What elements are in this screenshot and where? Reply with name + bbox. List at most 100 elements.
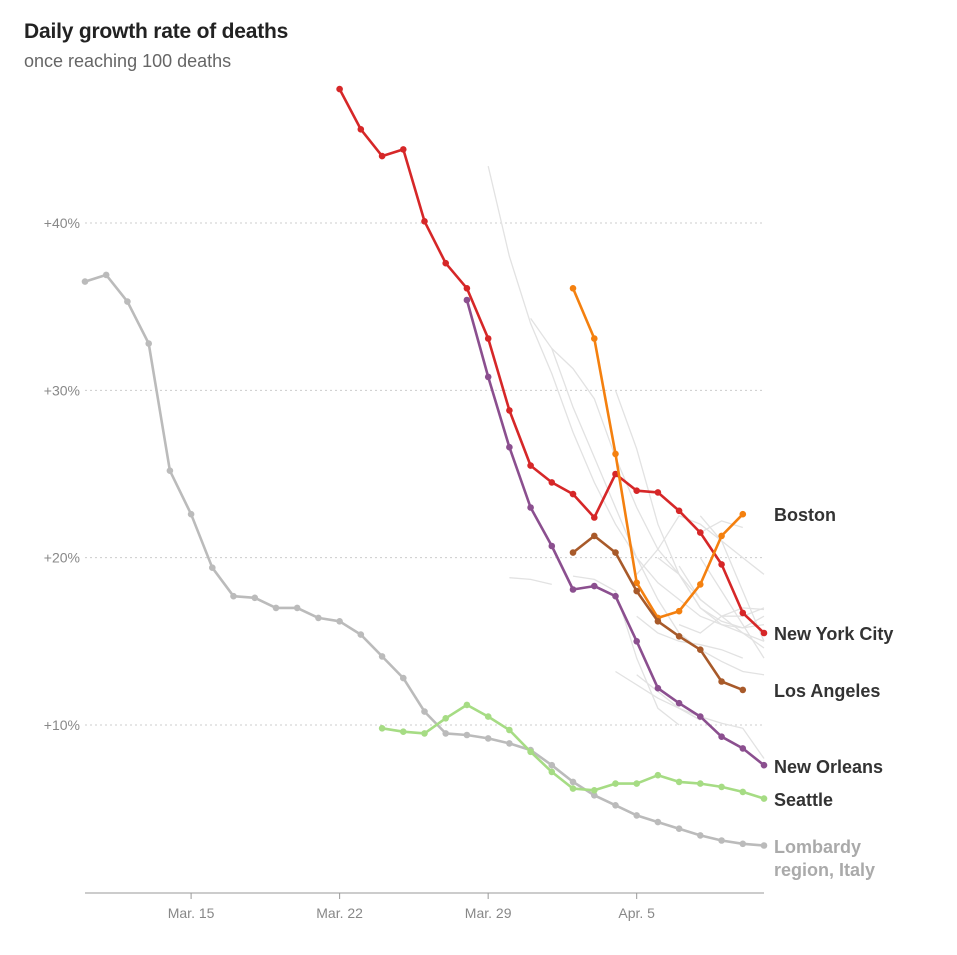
data-point: [251, 594, 259, 602]
data-point: [506, 726, 513, 734]
data-point: [442, 730, 450, 737]
series-line: [84, 273, 765, 847]
series-label: New York City: [774, 624, 893, 644]
data-point: [718, 678, 725, 685]
series-label-line: region, Italy: [774, 860, 875, 880]
data-point: [697, 581, 704, 588]
series-label-line: New York City: [774, 624, 893, 644]
data-point: [400, 146, 407, 153]
data-point: [739, 686, 747, 694]
background-series-line: [509, 577, 552, 586]
data-point: [718, 783, 725, 791]
series-line: [571, 287, 744, 620]
y-tick-label: +30%: [44, 382, 80, 398]
data-point: [187, 510, 195, 518]
data-point: [378, 653, 386, 660]
data-point: [315, 614, 322, 622]
series-label: Lombardy region, Italy: [774, 837, 875, 880]
background-series-line: [615, 670, 765, 759]
data-point: [463, 296, 471, 304]
data-point: [421, 218, 428, 225]
data-point: [739, 745, 747, 752]
data-point: [675, 633, 683, 640]
x-tick-label: Mar. 22: [316, 905, 363, 921]
data-point: [484, 735, 492, 742]
background-series-line: [699, 520, 743, 534]
data-point: [548, 768, 556, 776]
series-line: [465, 299, 765, 767]
data-point: [463, 285, 471, 292]
series-seattle: [378, 701, 768, 802]
data-point: [718, 733, 725, 740]
series-line: [338, 88, 765, 634]
data-point: [81, 278, 89, 285]
background-lines: [487, 165, 765, 759]
series-label-line: Los Angeles: [774, 681, 880, 701]
data-point: [357, 126, 365, 133]
x-tick-label: Mar. 15: [168, 905, 215, 921]
data-point: [739, 840, 747, 848]
data-point: [378, 152, 386, 160]
background-series-line: [636, 674, 701, 721]
data-point: [760, 629, 768, 637]
chart-title: Daily growth rate of deaths: [24, 20, 289, 43]
background-series-line: [530, 318, 765, 649]
data-point: [633, 638, 640, 645]
data-point: [400, 674, 407, 682]
data-point: [633, 587, 640, 595]
series-label: New Orleans: [774, 757, 883, 777]
data-point: [145, 340, 152, 347]
series-label-line: Lombardy: [774, 837, 861, 857]
data-point: [739, 510, 747, 518]
data-point: [463, 731, 471, 739]
data-point: [654, 818, 662, 826]
data-point: [612, 470, 619, 478]
data-point: [569, 285, 577, 292]
data-point: [484, 335, 492, 342]
data-point: [612, 450, 619, 458]
data-point: [675, 699, 683, 707]
data-point: [230, 592, 237, 600]
data-point: [569, 785, 577, 792]
data-point: [569, 586, 577, 593]
series-label-line: New Orleans: [774, 757, 883, 777]
background-series-line: [487, 165, 765, 642]
data-point: [442, 259, 450, 267]
data-point: [633, 780, 640, 787]
data-point: [527, 462, 534, 469]
data-point: [612, 780, 619, 787]
background-series-line: [699, 557, 765, 659]
data-point: [548, 542, 556, 550]
data-point: [760, 795, 768, 802]
series-label-line: Seattle: [774, 790, 833, 810]
data-point: [591, 532, 598, 540]
data-point: [591, 787, 598, 794]
data-point: [654, 489, 662, 496]
background-series-line: [572, 575, 680, 726]
series-new-orleans: [463, 296, 768, 769]
data-point: [612, 549, 619, 556]
data-point: [697, 780, 704, 787]
chart-subtitle: once reaching 100 deaths: [24, 51, 232, 71]
series-label: Boston: [774, 505, 836, 525]
data-point: [633, 487, 640, 495]
series-labels: Lombardy region, Italy New York City New Or…: [774, 505, 893, 880]
data-point: [506, 407, 513, 414]
data-point: [654, 771, 662, 779]
series-los-angeles: [569, 532, 747, 694]
data-point: [209, 564, 216, 571]
data-point: [697, 713, 704, 720]
data-point: [675, 607, 683, 615]
background-series-line: [636, 514, 765, 575]
series-lines: [81, 85, 768, 849]
gridlines: +10% +20% +30% +40%: [44, 215, 764, 733]
background-series-line: [657, 557, 765, 629]
data-point: [484, 373, 492, 381]
series-label: Los Angeles: [774, 681, 880, 701]
data-point: [484, 713, 492, 720]
data-point: [718, 532, 725, 540]
data-point: [421, 708, 428, 715]
series-label-line: Boston: [774, 505, 836, 525]
data-point: [272, 604, 280, 612]
